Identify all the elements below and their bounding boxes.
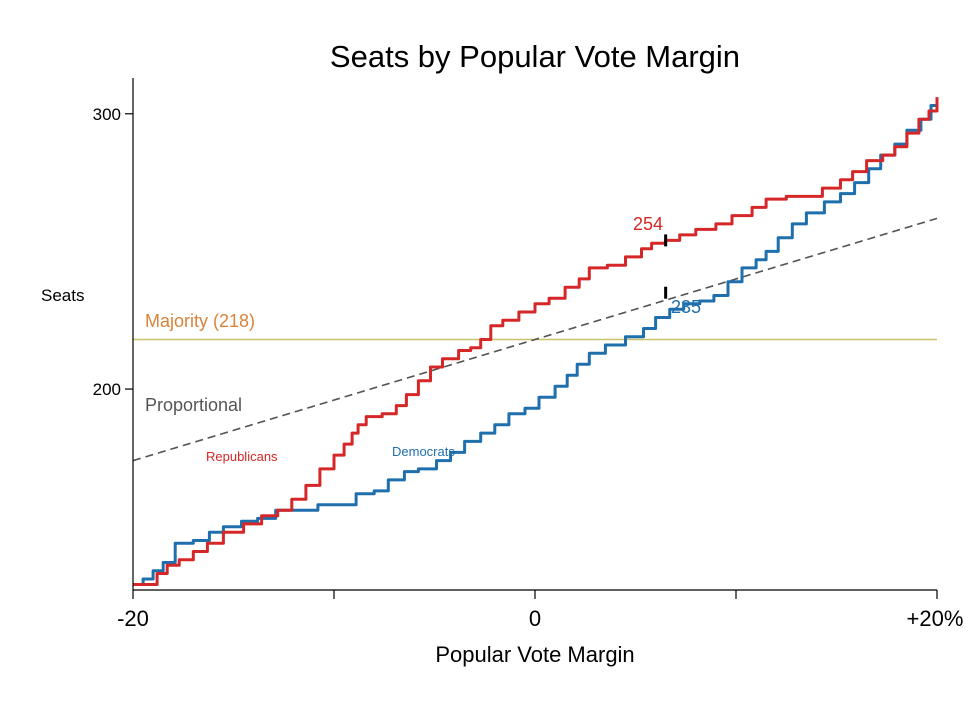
y-axis-ticks: 200 300 xyxy=(93,105,133,399)
majority-label: Majority (218) xyxy=(145,311,255,331)
x-axis-label: Popular Vote Margin xyxy=(435,642,634,667)
y-tick-label: 300 xyxy=(93,105,121,124)
plot-area xyxy=(132,97,939,586)
y-axis-label: Seats xyxy=(41,286,84,305)
x-axis-ticks: -20 0 +20% xyxy=(117,590,963,631)
y-tick-label: 200 xyxy=(93,380,121,399)
proportional-label: Proportional xyxy=(145,395,242,415)
x-tick-label: 0 xyxy=(529,606,541,631)
democrats-legend-label: Democrats xyxy=(392,444,455,459)
republicans-marker-label: 254 xyxy=(633,214,663,234)
proportional-line xyxy=(132,217,938,462)
chart-title: Seats by Popular Vote Margin xyxy=(330,39,740,74)
x-tick-label: +20% xyxy=(907,606,964,631)
democrats-marker-label: 235 xyxy=(671,297,701,317)
republicans-legend-label: Republicans xyxy=(206,449,278,464)
republicans-series-line xyxy=(133,97,939,586)
democrats-series-line xyxy=(133,97,939,586)
x-tick-label: -20 xyxy=(117,606,149,631)
